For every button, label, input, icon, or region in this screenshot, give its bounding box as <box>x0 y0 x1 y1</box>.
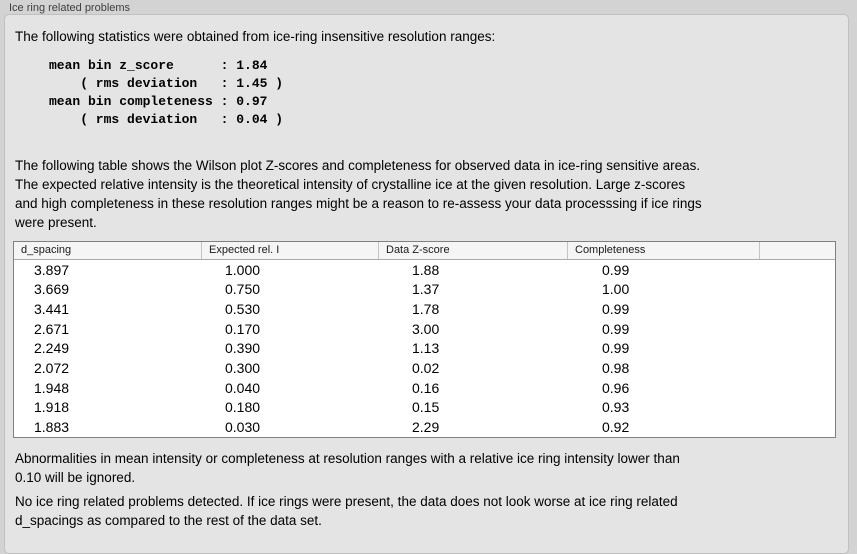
table-body: 3.897 1.000 1.88 0.99 3.669 0.750 1.37 1… <box>14 260 835 437</box>
table-row[interactable]: 2.671 0.170 3.00 0.99 <box>14 319 835 339</box>
cell-completeness: 0.99 <box>602 301 630 318</box>
cell-expected-rel-i: 0.030 <box>225 419 261 436</box>
cell-expected-rel-i: 1.000 <box>225 261 261 278</box>
cell-d-spacing: 1.883 <box>34 419 70 436</box>
cell-expected-rel-i: 0.180 <box>225 399 261 416</box>
cell-completeness: 0.99 <box>602 261 630 278</box>
table-row[interactable]: 1.918 0.180 0.15 0.93 <box>14 398 835 418</box>
table-header-row: d_spacing Expected rel. I Data Z-score C… <box>14 242 835 260</box>
cell-completeness: 0.99 <box>602 320 630 337</box>
ice-ring-report-panel: { "panel": { "title": "Ice ring related … <box>4 2 849 554</box>
panel-title: Ice ring related problems <box>9 2 131 14</box>
cell-completeness: 0.99 <box>602 340 630 357</box>
column-header-spacer[interactable] <box>759 242 835 259</box>
table-row[interactable]: 2.072 0.300 0.02 0.98 <box>14 358 835 378</box>
cell-d-spacing: 3.669 <box>34 281 70 298</box>
cell-data-z-score: 3.00 <box>412 320 440 337</box>
cell-data-z-score: 0.15 <box>412 399 440 416</box>
cell-expected-rel-i: 0.170 <box>225 320 261 337</box>
table-description: The following table shows the Wilson plo… <box>15 158 702 230</box>
stats-block: mean bin z_score : 1.84 ( rms deviation … <box>49 58 284 127</box>
table-row[interactable]: 1.883 0.030 2.29 0.92 <box>14 417 835 437</box>
ice-ring-table: d_spacing Expected rel. I Data Z-score C… <box>13 241 836 438</box>
cell-data-z-score: 0.16 <box>412 379 440 396</box>
cell-expected-rel-i: 0.530 <box>225 301 261 318</box>
cell-d-spacing: 3.897 <box>34 261 70 278</box>
cell-d-spacing: 2.249 <box>34 340 70 357</box>
cell-data-z-score: 1.78 <box>412 301 440 318</box>
cell-expected-rel-i: 0.390 <box>225 340 261 357</box>
intro-text: The following statistics were obtained f… <box>15 29 496 44</box>
cell-d-spacing: 1.918 <box>34 399 70 416</box>
column-header-expected-rel-i[interactable]: Expected rel. I <box>201 242 378 259</box>
cell-data-z-score: 1.88 <box>412 261 440 278</box>
conclusion-text: No ice ring related problems detected. I… <box>15 494 678 528</box>
cell-d-spacing: 3.441 <box>34 301 70 318</box>
column-header-completeness[interactable]: Completeness <box>567 242 759 259</box>
cell-expected-rel-i: 0.040 <box>225 379 261 396</box>
cell-data-z-score: 1.37 <box>412 281 440 298</box>
ignore-note-text: Abnormalities in mean intensity or compl… <box>15 451 680 485</box>
cell-data-z-score: 2.29 <box>412 419 440 436</box>
column-header-data-z-score[interactable]: Data Z-score <box>378 242 567 259</box>
cell-d-spacing: 2.072 <box>34 360 70 377</box>
cell-expected-rel-i: 0.300 <box>225 360 261 377</box>
cell-data-z-score: 1.13 <box>412 340 440 357</box>
cell-completeness: 0.92 <box>602 419 630 436</box>
cell-d-spacing: 2.671 <box>34 320 70 337</box>
cell-completeness: 0.93 <box>602 399 630 416</box>
cell-completeness: 1.00 <box>602 281 630 298</box>
cell-expected-rel-i: 0.750 <box>225 281 261 298</box>
table-row[interactable]: 2.249 0.390 1.13 0.99 <box>14 339 835 359</box>
table-row[interactable]: 3.669 0.750 1.37 1.00 <box>14 280 835 300</box>
table-row[interactable]: 1.948 0.040 0.16 0.96 <box>14 378 835 398</box>
cell-completeness: 0.98 <box>602 360 630 377</box>
cell-completeness: 0.96 <box>602 379 630 396</box>
ice-ring-groupbox: The following statistics were obtained f… <box>4 14 849 554</box>
table-row[interactable]: 3.897 1.000 1.88 0.99 <box>14 260 835 280</box>
column-header-d-spacing[interactable]: d_spacing <box>21 244 72 256</box>
table-row[interactable]: 3.441 0.530 1.78 0.99 <box>14 299 835 319</box>
cell-d-spacing: 1.948 <box>34 379 70 396</box>
cell-data-z-score: 0.02 <box>412 360 440 377</box>
